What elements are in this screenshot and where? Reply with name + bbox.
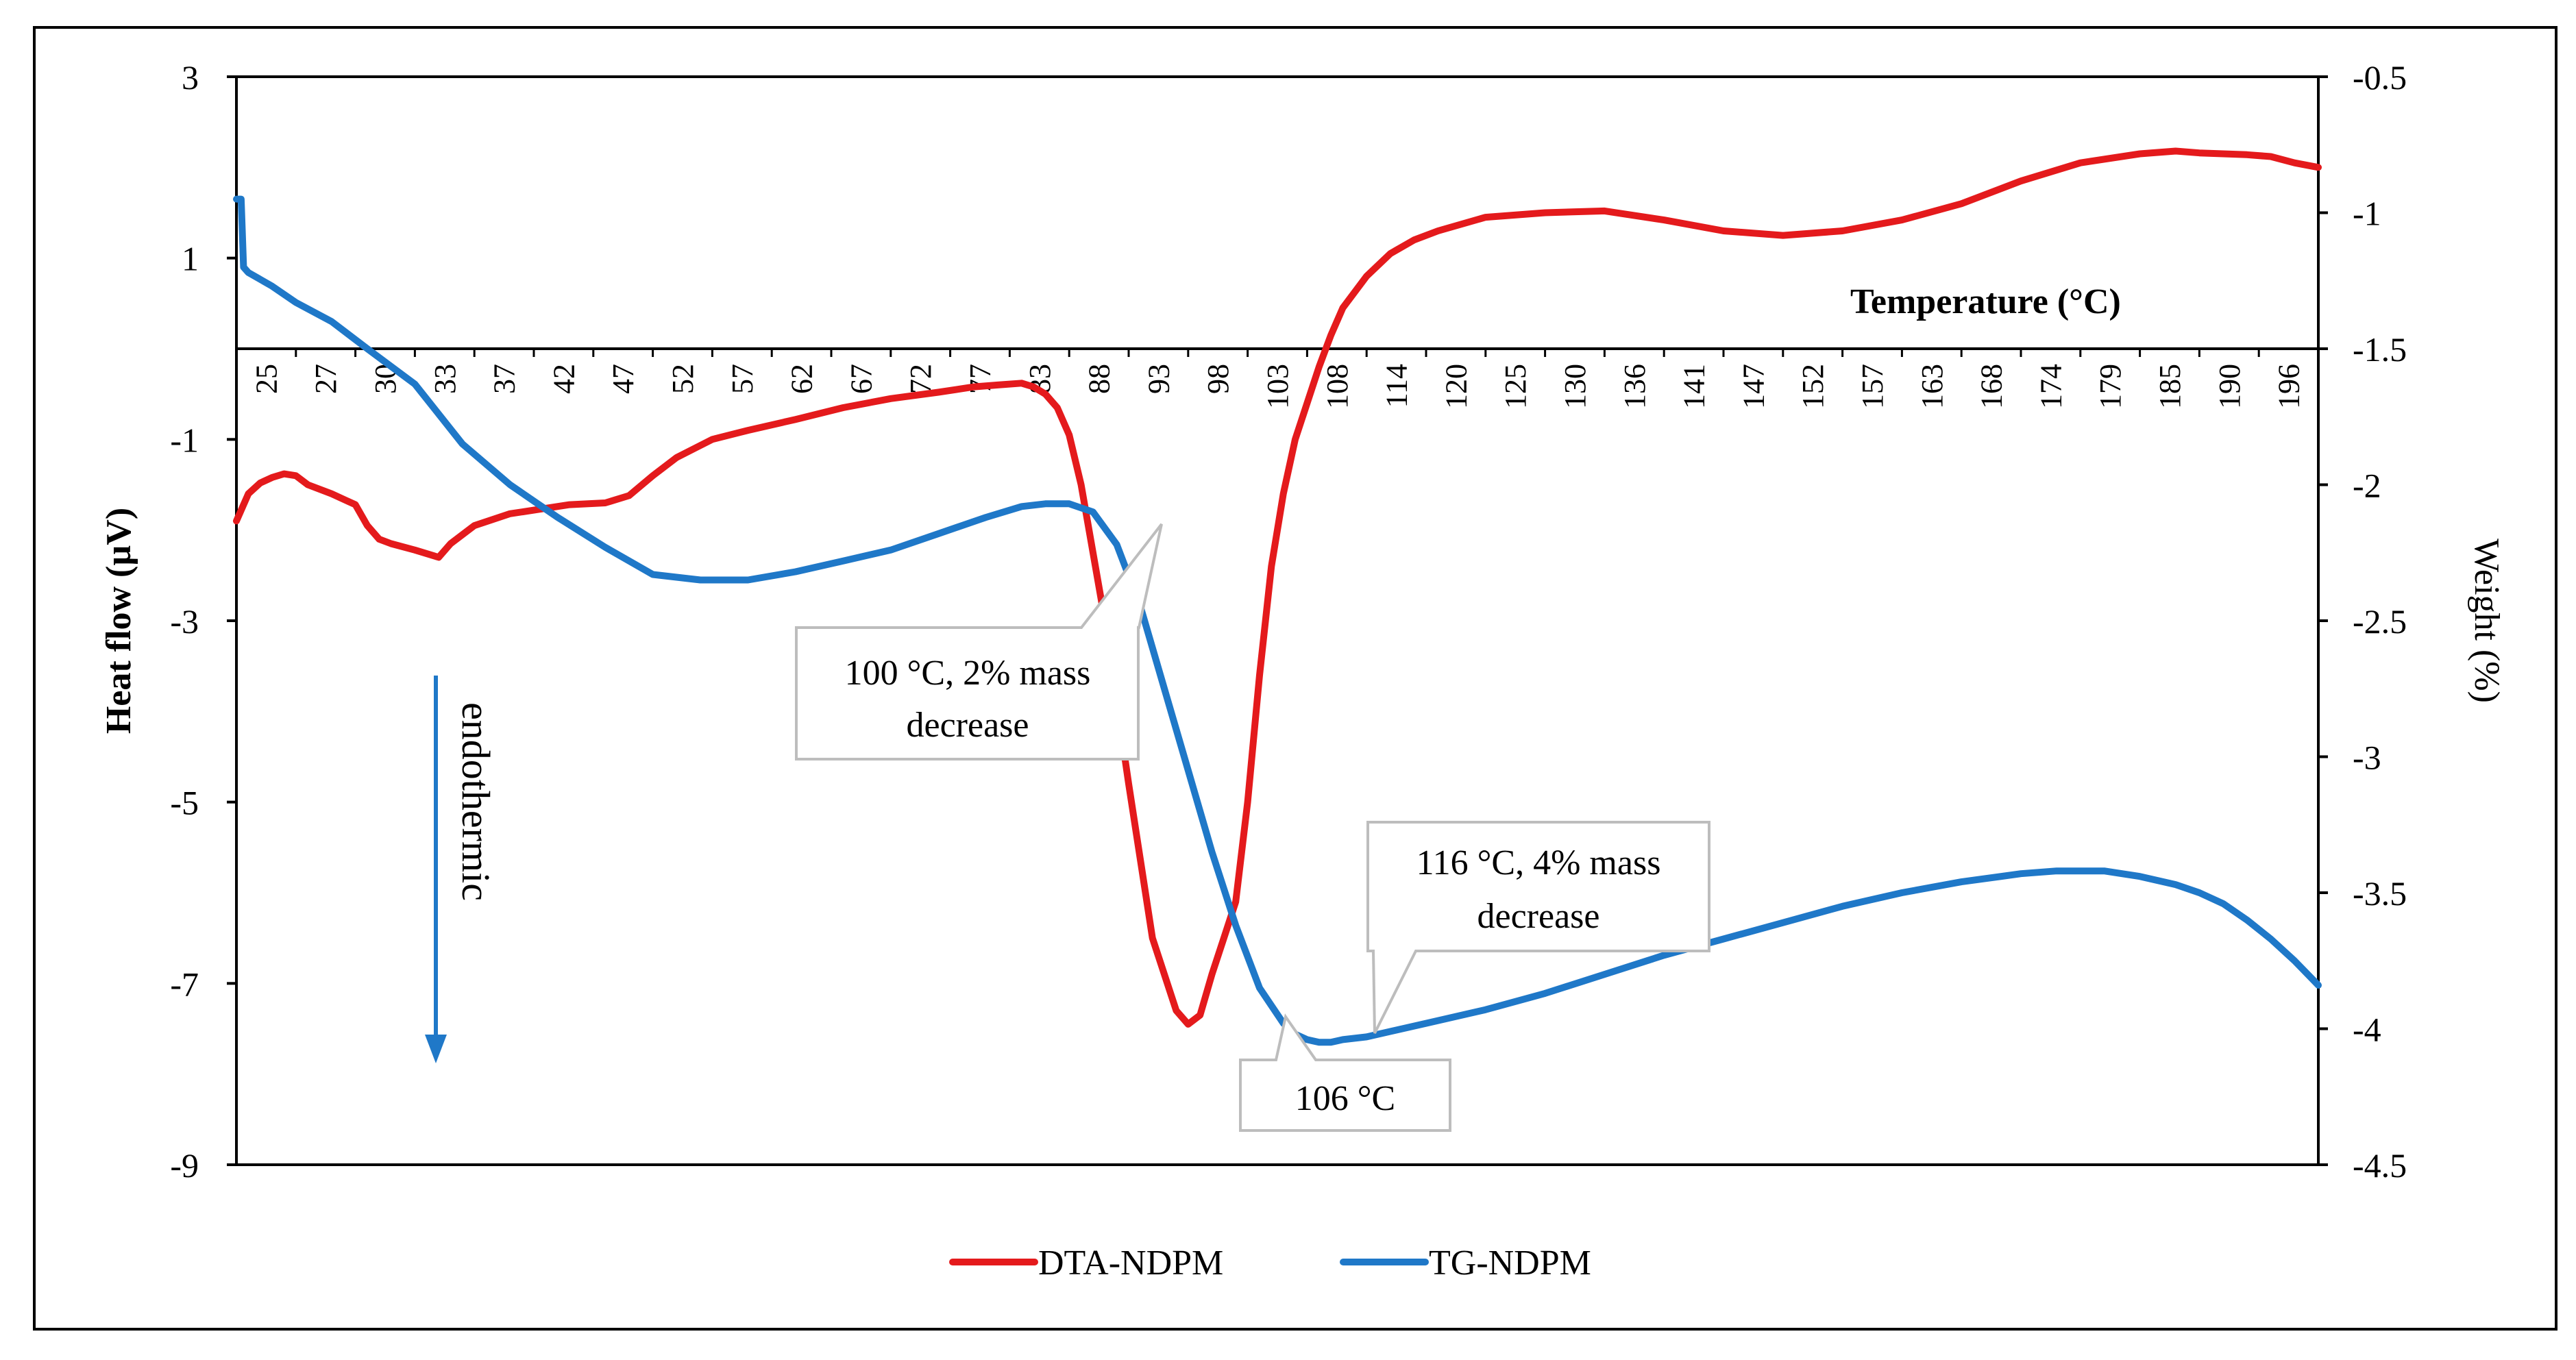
x-tick-label-147: 147 — [1737, 364, 1770, 409]
annotation-106c-line-1: 106 °C — [1295, 1079, 1395, 1118]
x-tick-label-168: 168 — [1975, 364, 2009, 409]
x-tick-label-62: 62 — [785, 364, 819, 394]
x-tick-label-103: 103 — [1261, 364, 1295, 409]
series-layer — [233, 147, 2322, 1046]
annotation-106c-callout-box — [1239, 1013, 1451, 1132]
left-tick-label-3: 3 — [182, 58, 199, 97]
x-tick-label-27: 27 — [309, 364, 343, 394]
legend-label-dta-ndpm: DTA-NDPM — [1038, 1244, 1223, 1283]
x-tick-label-52: 52 — [666, 364, 700, 394]
x-tick-label-37: 37 — [488, 364, 522, 394]
x-tick-label-174: 174 — [2034, 364, 2068, 409]
right-tick-label-4: -4 — [2353, 1011, 2381, 1049]
annotation-100c: 100 °C, 2% mass decrease — [795, 523, 1163, 761]
x-tick-label-152: 152 — [1796, 364, 1830, 409]
x-tick-label-33: 33 — [428, 364, 462, 394]
left-tick-label-5: -5 — [170, 784, 199, 822]
x-tick-label-190: 190 — [2213, 364, 2246, 409]
right-tick-label-2-5: -2.5 — [2353, 602, 2407, 641]
left-tick-label-1: 1 — [182, 240, 199, 278]
annotation-100c-callout-box — [795, 523, 1163, 761]
right-tick-label-3-5: -3.5 — [2353, 874, 2407, 913]
x-tick-label-88: 88 — [1083, 364, 1116, 394]
left-tick-label-1: -1 — [170, 421, 199, 459]
x-tick-label-114: 114 — [1380, 364, 1414, 408]
annotation-100c-line-1: 100 °C, 2% mass — [845, 654, 1091, 693]
series-line-dta-ndpm — [233, 147, 2322, 1028]
x-ticks: 25 27 30 33 37 42 47 52 57 62 67 72 77 83 88 93 98 103 108… — [235, 349, 2306, 409]
annotation-116c: 116 °C, 4% mass decrease — [1366, 821, 1710, 1034]
left-tick-label-9: -9 — [170, 1146, 199, 1185]
right-tick-label-0-5: -0.5 — [2353, 58, 2407, 97]
annotation-100c-line-2: decrease — [907, 706, 1029, 745]
endothermic-arrow-head — [425, 1035, 447, 1063]
endothermic-arrow: endothermic — [425, 676, 498, 1063]
x-tick-label-72: 72 — [904, 364, 937, 394]
x-tick-label-93: 93 — [1142, 364, 1175, 394]
legend: DTA-NDPM TG-NDPM — [949, 1244, 1591, 1283]
left-tick-label-3: -3 — [170, 602, 199, 641]
left-y-ticks: 3 1 -1 -3 -5 -7 -9 — [170, 58, 236, 1185]
annotation-116c-line-1: 116 °C, 4% mass — [1416, 843, 1661, 882]
x-tick-label-42: 42 — [547, 364, 580, 394]
x-tick-label-125: 125 — [1499, 364, 1532, 409]
x-tick-label-47: 47 — [606, 364, 640, 394]
series-line-tg-ndpm — [233, 195, 2322, 1046]
x-tick-label-185: 185 — [2153, 364, 2187, 409]
legend-label-tg-ndpm: TG-NDPM — [1429, 1244, 1591, 1283]
right-tick-label-1-5: -1.5 — [2353, 330, 2407, 369]
x-tick-label-179: 179 — [2094, 364, 2127, 409]
x-tick-label-157: 157 — [1856, 364, 1889, 409]
x-tick-label-163: 163 — [1915, 364, 1949, 409]
x-tick-label-98: 98 — [1201, 364, 1235, 394]
right-y-axis-title: Weight (%) — [2467, 539, 2506, 703]
right-tick-label-3: -3 — [2353, 739, 2381, 777]
x-tick-label-67: 67 — [844, 364, 878, 394]
annotation-106c: 106 °C — [1239, 1013, 1451, 1132]
x-tick-label-25: 25 — [249, 364, 283, 394]
x-tick-label-136: 136 — [1618, 364, 1652, 409]
x-tick-label-108: 108 — [1321, 364, 1354, 409]
x-tick-label-130: 130 — [1558, 364, 1592, 409]
x-tick-label-141: 141 — [1678, 364, 1711, 409]
x-tick-label-120: 120 — [1439, 364, 1473, 409]
right-tick-label-1: -1 — [2353, 195, 2381, 233]
annotation-116c-line-2: decrease — [1477, 897, 1600, 936]
left-tick-label-7: -7 — [170, 965, 199, 1003]
left-y-axis-title: Heat flow (µV) — [99, 508, 138, 734]
x-tick-label-57: 57 — [726, 364, 759, 394]
right-tick-label-2: -2 — [2353, 467, 2381, 505]
annotations-layer: 100 °C, 2% mass decrease 106 °C 116 °C, … — [795, 523, 1710, 1132]
right-y-ticks: -0.5 -1 -1.5 -2 -2.5 -3 -3.5 -4 -4.5 — [2318, 58, 2407, 1185]
outer-frame — [33, 26, 2557, 1331]
right-tick-label-4-5: -4.5 — [2353, 1146, 2407, 1185]
annotation-116c-callout-box — [1366, 821, 1710, 1034]
x-tick-label-196: 196 — [2272, 364, 2306, 409]
x-axis-title: Temperature (°C) — [1850, 282, 2121, 321]
endothermic-label: endothermic — [454, 702, 498, 901]
